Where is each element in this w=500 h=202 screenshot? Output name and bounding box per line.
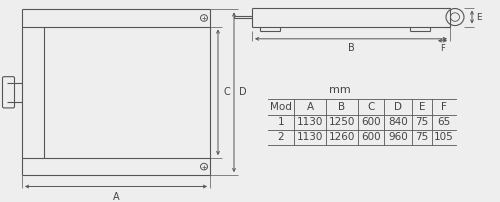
Text: 600: 600 (361, 132, 381, 142)
Text: B: B (338, 102, 345, 112)
FancyBboxPatch shape (2, 77, 14, 108)
Text: 600: 600 (361, 117, 381, 127)
Text: D: D (394, 102, 402, 112)
Text: 1130: 1130 (297, 117, 323, 127)
Text: F: F (440, 44, 445, 54)
Text: 1: 1 (278, 117, 284, 127)
Text: E: E (476, 13, 482, 22)
Text: A: A (306, 102, 314, 112)
Text: 2: 2 (278, 132, 284, 142)
Text: 65: 65 (438, 117, 450, 127)
Text: 75: 75 (416, 132, 428, 142)
Text: 1130: 1130 (297, 132, 323, 142)
Text: 960: 960 (388, 132, 408, 142)
Text: E: E (419, 102, 425, 112)
Text: C: C (223, 87, 230, 97)
Text: 1260: 1260 (329, 132, 355, 142)
Text: B: B (348, 43, 354, 53)
Text: 75: 75 (416, 117, 428, 127)
Text: 1250: 1250 (329, 117, 355, 127)
Text: A: A (112, 192, 119, 202)
Text: F: F (441, 102, 447, 112)
Text: mm: mm (329, 85, 351, 95)
Text: C: C (368, 102, 374, 112)
Text: 105: 105 (434, 132, 454, 142)
Text: 840: 840 (388, 117, 408, 127)
Text: Mod: Mod (270, 102, 292, 112)
Text: D: D (239, 87, 246, 97)
